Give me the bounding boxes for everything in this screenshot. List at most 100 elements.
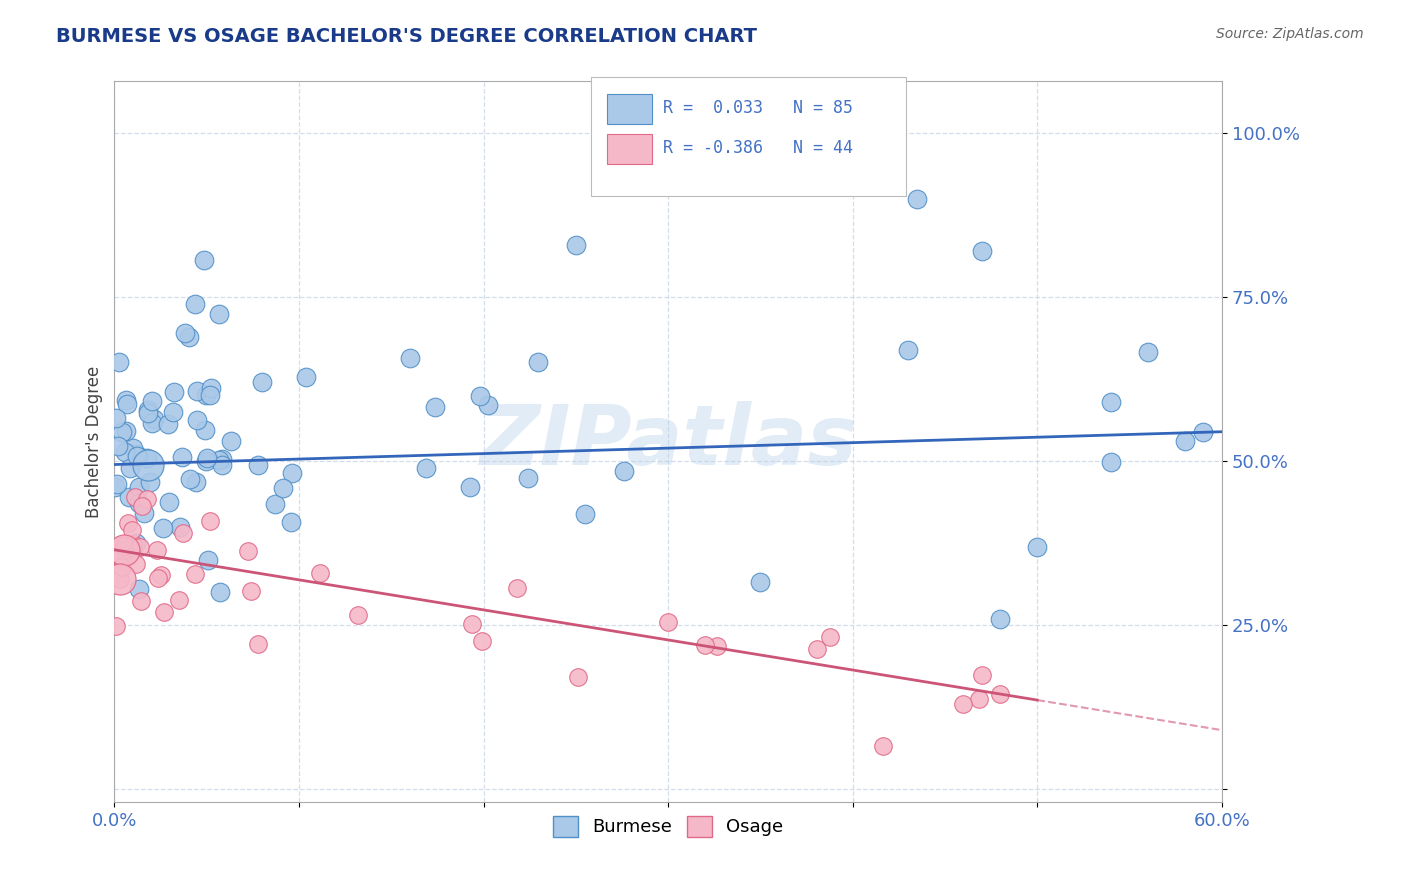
Point bbox=[280, 515, 302, 529]
FancyBboxPatch shape bbox=[591, 78, 907, 196]
Point bbox=[1099, 395, 1122, 409]
Text: R =  0.033   N = 85: R = 0.033 N = 85 bbox=[662, 98, 852, 117]
Point bbox=[526, 355, 548, 369]
Point bbox=[117, 516, 139, 530]
Point bbox=[657, 615, 679, 629]
Point bbox=[115, 425, 138, 439]
Point bbox=[128, 495, 150, 509]
Legend: Burmese, Osage: Burmese, Osage bbox=[546, 808, 790, 844]
Point bbox=[346, 607, 368, 622]
Point bbox=[250, 375, 273, 389]
Point bbox=[114, 445, 136, 459]
Point bbox=[157, 495, 180, 509]
Point bbox=[195, 387, 218, 401]
Point bbox=[706, 639, 728, 653]
Point bbox=[146, 543, 169, 558]
Point bbox=[103, 546, 125, 560]
Point bbox=[169, 593, 191, 607]
Point bbox=[195, 450, 218, 465]
Point bbox=[104, 618, 127, 632]
Point bbox=[208, 585, 231, 599]
Point bbox=[458, 480, 481, 494]
Point bbox=[990, 687, 1012, 701]
Point bbox=[152, 520, 174, 534]
Point bbox=[141, 394, 163, 409]
Point bbox=[127, 449, 149, 463]
Point bbox=[163, 385, 186, 400]
Point bbox=[613, 464, 636, 478]
Point bbox=[122, 441, 145, 455]
Point bbox=[112, 542, 135, 557]
Point bbox=[308, 566, 330, 581]
Point bbox=[1026, 540, 1049, 554]
Point bbox=[198, 388, 221, 402]
Point bbox=[136, 451, 159, 466]
Point bbox=[574, 508, 596, 522]
Point bbox=[152, 605, 174, 619]
Point bbox=[211, 451, 233, 466]
Point bbox=[127, 450, 149, 464]
Text: BURMESE VS OSAGE BACHELOR'S DEGREE CORRELATION CHART: BURMESE VS OSAGE BACHELOR'S DEGREE CORRE… bbox=[56, 27, 758, 45]
Point bbox=[108, 572, 131, 586]
Point bbox=[114, 539, 136, 553]
Point bbox=[517, 471, 540, 485]
Point bbox=[136, 406, 159, 420]
Point bbox=[897, 343, 920, 357]
Point bbox=[107, 439, 129, 453]
Point bbox=[1192, 425, 1215, 439]
Point bbox=[1137, 344, 1160, 359]
Point bbox=[149, 568, 172, 582]
Point bbox=[461, 617, 484, 632]
Point bbox=[193, 253, 215, 268]
Point bbox=[565, 237, 588, 252]
Point bbox=[240, 583, 263, 598]
Point bbox=[136, 458, 159, 472]
Point bbox=[125, 557, 148, 571]
Point bbox=[200, 381, 222, 395]
Point bbox=[952, 697, 974, 711]
Point bbox=[193, 423, 215, 437]
Point bbox=[128, 480, 150, 494]
Point bbox=[179, 330, 201, 344]
Point bbox=[125, 536, 148, 550]
Point bbox=[567, 670, 589, 684]
Point bbox=[264, 497, 287, 511]
Text: ZIPatlas: ZIPatlas bbox=[479, 401, 858, 482]
Point bbox=[136, 491, 159, 506]
Point bbox=[128, 540, 150, 554]
Point bbox=[415, 460, 437, 475]
Point bbox=[111, 560, 134, 574]
Point bbox=[398, 351, 420, 365]
Point bbox=[131, 499, 153, 513]
Point bbox=[198, 514, 221, 528]
Point bbox=[105, 476, 128, 491]
Point bbox=[112, 542, 135, 557]
Point bbox=[208, 452, 231, 467]
Point bbox=[118, 539, 141, 553]
Point bbox=[174, 326, 197, 340]
Point bbox=[128, 582, 150, 597]
Point bbox=[238, 544, 260, 558]
Point bbox=[179, 472, 201, 486]
Point bbox=[423, 400, 446, 414]
Point bbox=[506, 581, 529, 595]
Point bbox=[170, 450, 193, 464]
Point bbox=[118, 490, 141, 504]
Point bbox=[115, 392, 138, 407]
Point bbox=[221, 434, 243, 448]
Point bbox=[104, 480, 127, 494]
Point bbox=[818, 630, 841, 644]
Point bbox=[131, 593, 153, 607]
Point bbox=[247, 458, 270, 472]
Point bbox=[148, 571, 170, 585]
Point bbox=[967, 691, 990, 706]
Point bbox=[471, 634, 494, 648]
Y-axis label: Bachelor's Degree: Bachelor's Degree bbox=[86, 366, 103, 517]
Point bbox=[122, 537, 145, 551]
Point bbox=[186, 413, 208, 427]
Point bbox=[115, 397, 138, 411]
Point bbox=[990, 612, 1012, 626]
Text: Source: ZipAtlas.com: Source: ZipAtlas.com bbox=[1216, 27, 1364, 41]
Point bbox=[108, 572, 131, 586]
Point bbox=[141, 417, 163, 431]
